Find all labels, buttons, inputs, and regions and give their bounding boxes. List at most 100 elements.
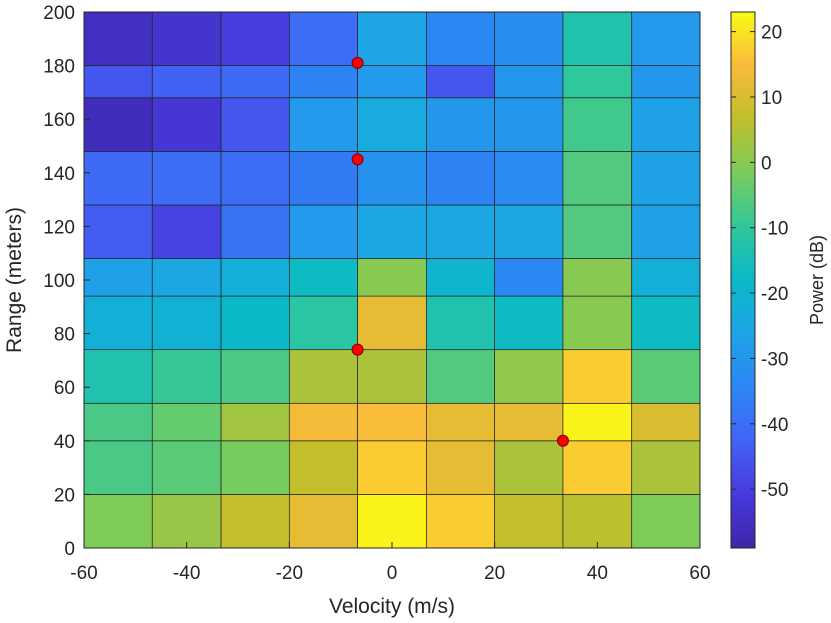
heatmap-cell	[83, 402, 153, 442]
heatmap-cell	[151, 402, 222, 442]
heatmap-cell	[151, 65, 222, 99]
heatmap-cell	[494, 402, 564, 442]
y-tick-label: 0	[64, 539, 75, 560]
heatmap-cell	[631, 204, 701, 259]
y-tick-label: 140	[43, 164, 75, 185]
y-axis-label: Range (meters)	[3, 207, 26, 353]
heatmap-cell	[220, 440, 290, 495]
heatmap-cell	[562, 258, 633, 297]
heatmap-cell	[357, 204, 427, 259]
heatmap-cell	[83, 204, 153, 259]
x-axis-label: Velocity (m/s)	[329, 595, 455, 618]
y-tick-label: 100	[43, 271, 75, 292]
colorbar	[730, 11, 756, 549]
colorbar-tick-label: -50	[761, 480, 788, 501]
heatmap-cell	[288, 349, 358, 404]
heatmap-cell	[562, 151, 633, 206]
heatmap-cell	[151, 494, 222, 549]
heatmap-cell	[220, 65, 290, 99]
heatmap-cell	[426, 204, 496, 259]
heatmap-cell	[151, 440, 222, 495]
heatmap-cell	[151, 11, 222, 66]
x-tick-label: -40	[173, 563, 200, 584]
heatmap-cell	[288, 402, 358, 442]
heatmap-cell	[631, 440, 701, 495]
heatmap-cell	[83, 440, 153, 495]
colorbar-tick-label: -40	[761, 415, 788, 436]
heatmap-cell	[631, 258, 701, 297]
heatmap-cell	[151, 349, 222, 404]
heatmap-cell	[631, 295, 701, 351]
heatmap-cell	[288, 295, 358, 351]
heatmap-cell	[426, 97, 496, 152]
heatmap-cell	[357, 97, 427, 152]
x-tick-label: 60	[689, 563, 710, 584]
heatmap-cell	[357, 295, 427, 351]
heatmap-cell	[288, 11, 358, 66]
target-marker	[351, 343, 364, 356]
heatmap-cell	[631, 402, 701, 442]
heatmap-cell	[357, 349, 427, 404]
colorbar-ticks: 20 10 0 -10 -20 -30 -40 -50	[731, 23, 788, 501]
x-tick-label: 20	[484, 563, 505, 584]
heatmap-cell	[151, 151, 222, 206]
heatmap-cell	[426, 494, 496, 549]
heatmap-cell	[426, 258, 496, 297]
colorbar-tick-label: 10	[761, 88, 782, 109]
heatmap-cell	[426, 65, 496, 99]
heatmap-cell	[562, 440, 633, 495]
heatmap-cell	[562, 65, 633, 99]
heatmap-cell	[562, 204, 633, 259]
heatmap-cell	[357, 494, 427, 549]
axis-ticks: -60 -40 -20 0 20 40 60 0 20 40 60 80 100 120 140 160 180…	[43, 3, 710, 584]
heatmap-cell	[426, 349, 496, 404]
colorbar-tick-label: -30	[761, 349, 788, 370]
heatmap-cell	[426, 295, 496, 351]
heatmap-cell	[631, 494, 701, 549]
y-tick-label: 40	[54, 432, 75, 453]
heatmap-cell	[562, 295, 633, 351]
heatmap-cell	[83, 11, 153, 66]
heatmap-cell	[288, 97, 358, 152]
heatmap-cell	[357, 65, 427, 99]
heatmap-cell	[151, 258, 222, 297]
colorbar-tick-label: 20	[761, 23, 782, 44]
heatmap-cell	[631, 349, 701, 404]
target-marker	[351, 56, 364, 69]
heatmap-cell	[426, 151, 496, 206]
x-tick-label: 0	[387, 563, 398, 584]
heatmap-cell	[562, 494, 633, 549]
heatmap-cell	[220, 402, 290, 442]
heatmap-cell	[494, 97, 564, 152]
target-markers	[351, 56, 569, 447]
heatmap-cell	[357, 440, 427, 495]
heatmap-cell	[288, 204, 358, 259]
heatmap-cell	[494, 204, 564, 259]
heatmap-cell	[288, 494, 358, 549]
y-tick-label: 80	[54, 325, 75, 346]
heatmap-cell	[220, 97, 290, 152]
heatmap-cell	[494, 258, 564, 297]
heatmap-cell	[494, 65, 564, 99]
heatmap-cell	[357, 258, 427, 297]
colorbar-label: Power (dB)	[807, 235, 827, 325]
heatmap-cell	[220, 258, 290, 297]
heatmap-cell	[562, 11, 633, 66]
heatmap-cell	[562, 349, 633, 404]
heatmap-cell	[288, 151, 358, 206]
heatmap-cell	[83, 97, 153, 152]
heatmap-cell	[631, 65, 701, 99]
heatmap-cell	[426, 402, 496, 442]
heatmap-cell	[631, 97, 701, 152]
heatmap-cell	[83, 151, 153, 206]
heatmap-cell	[151, 97, 222, 152]
target-marker	[556, 434, 569, 447]
y-tick-label: 200	[43, 3, 75, 24]
y-tick-label: 160	[43, 110, 75, 131]
heatmap-cell	[494, 295, 564, 351]
heatmap-cell	[426, 11, 496, 66]
colorbar-tick-label: 0	[761, 153, 772, 174]
heatmap-cell	[220, 295, 290, 351]
heatmap-cell	[83, 65, 153, 99]
heatmap-cell	[494, 11, 564, 66]
